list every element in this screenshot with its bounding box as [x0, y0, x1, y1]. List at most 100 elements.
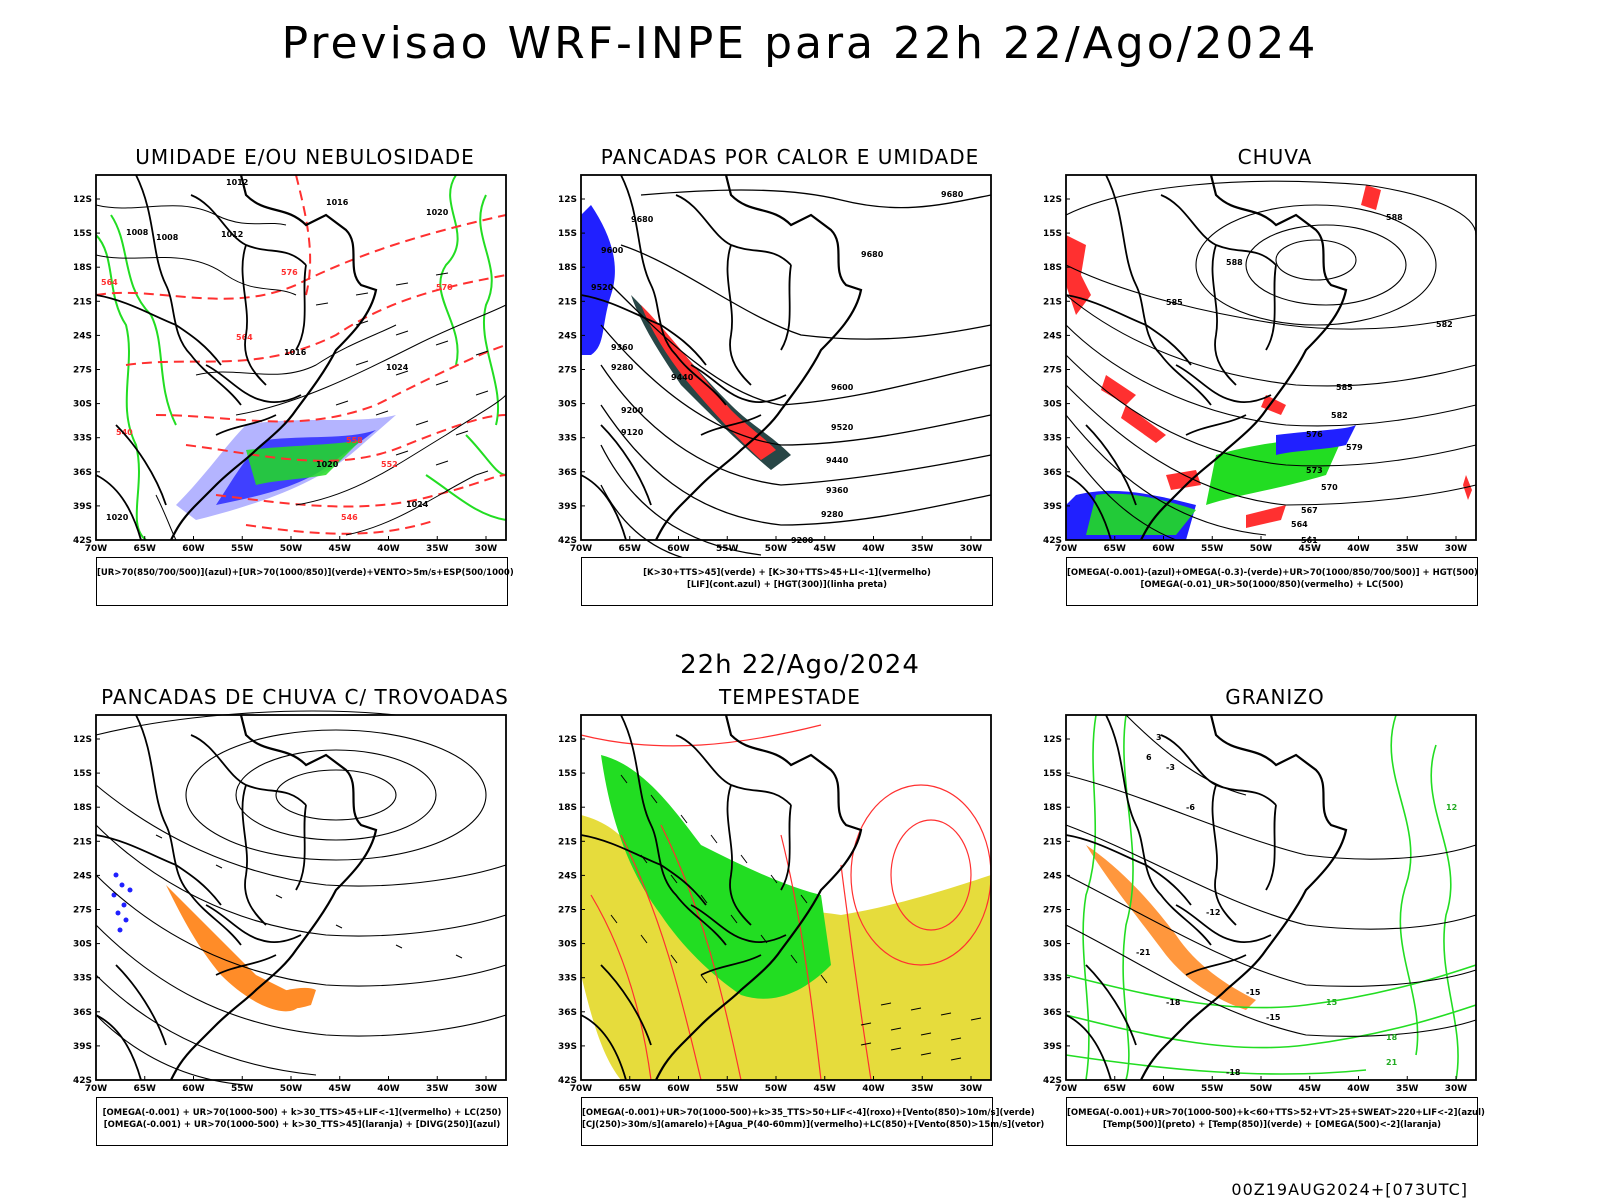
coastline [170, 714, 378, 1081]
lon-tick-label: 55W [716, 544, 739, 554]
label-576: 576 [281, 268, 298, 277]
lat-tick-label: 21S [1043, 837, 1062, 847]
state-border [675, 734, 792, 806]
label-1020c: 1020 [106, 513, 129, 522]
state-border [726, 784, 752, 926]
lat-tick-label: 39S [558, 1042, 577, 1052]
lon-tick-label: 35W [426, 1084, 449, 1094]
lon-tick-label: 45W [814, 1084, 837, 1094]
middle-title: 22h 22/Ago/2024 [680, 650, 920, 680]
state-border [580, 1014, 627, 1081]
lat-tick-label: 42S [1043, 1076, 1062, 1086]
lat-tick-label: 33S [558, 434, 577, 444]
map-frame [1065, 714, 1477, 1081]
map-granizo[interactable]: -3 -6 -12 -15 -18 -21 12 15 18 21 -15 -1… [1030, 714, 1520, 1125]
panel-title: PANCADAS POR CALOR E UMIDADE [600, 145, 980, 169]
hgt-label: 9200 [621, 406, 644, 415]
state-border [620, 174, 727, 406]
hgt-label: 9280 [611, 363, 634, 372]
hgt-label: 9600 [831, 383, 854, 392]
label-558: 558 [346, 436, 363, 445]
lon-tick-label: 60W [667, 544, 690, 554]
state-border [726, 244, 752, 386]
lon-tick-label: 60W [667, 1084, 690, 1094]
lat-tick-label: 39S [1043, 502, 1062, 512]
hgt-label: 588 [1226, 258, 1243, 267]
label-1024b: 1024 [406, 500, 429, 509]
lon-tick-label: 55W [716, 1084, 739, 1094]
hgt-label: 9440 [671, 373, 694, 382]
state-border [205, 364, 302, 403]
lat-tick-label: 36S [1043, 1008, 1062, 1018]
map-frame [580, 714, 992, 1081]
lat-tick-label: 39S [73, 502, 92, 512]
lat-tick-label: 21S [73, 297, 92, 307]
map-umidade[interactable]: 1008 1012 1016 1020 1024 1008 1012 1016 … [60, 174, 550, 585]
lon-tick-label: 30W [475, 544, 498, 554]
label-1016: 1016 [284, 348, 307, 357]
lon-tick-label: 70W [570, 544, 593, 554]
temp-label: -18 [1226, 1068, 1241, 1077]
map-pancadas-calor[interactable]: 9680 9680 9600 9520 9440 9360 9280 9200 … [545, 174, 1035, 585]
coastline [1140, 714, 1348, 1081]
state-border [1160, 734, 1277, 806]
map-chuva[interactable]: 588 585 582 579 576 573 570 567 564 561 … [1030, 174, 1520, 585]
lon-tick-label: 35W [1396, 544, 1419, 554]
lat-tick-label: 42S [73, 1076, 92, 1086]
state-border [580, 474, 627, 541]
hgt-label: 9680 [861, 250, 884, 259]
lat-tick-label: 27S [1043, 366, 1062, 376]
lat-tick-label: 36S [73, 1008, 92, 1018]
state-border [780, 264, 792, 351]
panel-title: UMIDADE E/OU NEBULOSIDADE [135, 145, 475, 169]
panel-title: GRANIZO [1225, 685, 1325, 709]
lat-tick-label: 42S [558, 1076, 577, 1086]
state-border [600, 964, 652, 1046]
hgt-label: 585 [1166, 298, 1183, 307]
legend-line: [OMEGA(-0.001)+UR>70(1000-500)+k>35_TTS>… [582, 1108, 1035, 1118]
lon-tick-label: 35W [1396, 1084, 1419, 1094]
lat-tick-label: 33S [73, 434, 92, 444]
lat-tick-label: 42S [1043, 536, 1062, 546]
legend-tempestade: [OMEGA(-0.001)+UR>70(1000-500)+k>35_TTS>… [581, 1097, 1044, 1146]
temp-label: 21 [1386, 1058, 1398, 1067]
lat-tick-label: 18S [1043, 263, 1062, 273]
lon-tick-label: 30W [960, 544, 983, 554]
lat-tick-label: 36S [558, 1008, 577, 1018]
hgt-label: 9680 [631, 215, 654, 224]
state-border [215, 414, 277, 436]
lon-tick-label: 45W [1299, 1084, 1322, 1094]
lat-tick-label: 12S [1043, 735, 1062, 745]
temp-label: 12 [1446, 803, 1457, 812]
lat-tick-label: 24S [1043, 871, 1062, 881]
lat-tick-label: 39S [1043, 1042, 1062, 1052]
lon-tick-label: 40W [862, 544, 885, 554]
lat-tick-label: 27S [73, 906, 92, 916]
lat-tick-label: 21S [1043, 297, 1062, 307]
state-border [780, 804, 792, 891]
legend-line: [Temp(500)](preto) + [Temp(850)](verde) … [1102, 1120, 1442, 1130]
map-frame [580, 174, 992, 541]
state-border [190, 734, 307, 806]
state-border [1265, 804, 1277, 891]
lon-tick-label: 40W [377, 1084, 400, 1094]
temp-label: -18 [1166, 998, 1181, 1007]
hgt-label: 573 [1306, 466, 1323, 475]
lon-tick-label: 65W [619, 1084, 642, 1094]
panel-title: PANCADAS DE CHUVA C/ TROVOADAS [101, 685, 509, 709]
state-border [690, 364, 787, 403]
lon-tick-label: 65W [1104, 544, 1127, 554]
lat-tick-label: 30S [558, 940, 577, 950]
lon-tick-label: 70W [570, 1084, 593, 1094]
label-1008: 1008 [126, 228, 149, 237]
temp-label: 15 [1326, 998, 1338, 1007]
lon-tick-label: 50W [1250, 1084, 1273, 1094]
lon-tick-label: 70W [85, 1084, 108, 1094]
label-564: 564 [236, 333, 253, 342]
label-1012b: 1012 [226, 178, 248, 187]
lat-tick-label: 36S [73, 468, 92, 478]
hgt-label: 570 [1321, 483, 1338, 492]
lon-tick-label: 60W [1152, 544, 1175, 554]
